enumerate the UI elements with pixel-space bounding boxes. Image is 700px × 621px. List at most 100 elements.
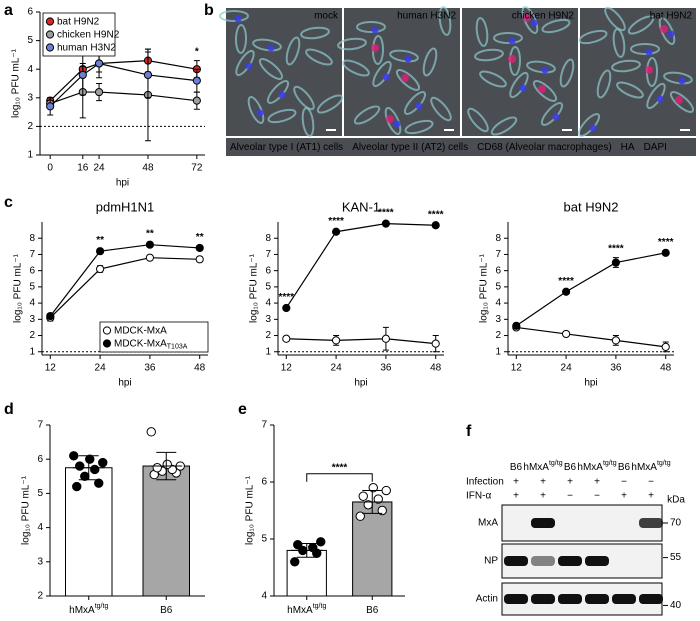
y-axis-label: log₁₀ PFU mL⁻¹ (249, 253, 260, 323)
micrograph-tile (580, 8, 696, 136)
lane-label-main: B6 (564, 462, 577, 473)
x-tick-label: hMxAtg/tg (287, 603, 326, 615)
y-tick-label: 5 (27, 35, 33, 46)
tissue (526, 60, 556, 74)
tissue (490, 116, 518, 136)
marker (96, 264, 105, 274)
point (152, 463, 162, 473)
y-axis-label: log₁₀ PFU mL⁻¹ (11, 48, 22, 118)
x-axis-label: hpi (118, 378, 131, 389)
tissue (559, 58, 575, 88)
x-tick-label: 0 (47, 163, 53, 174)
panel-label: a (4, 2, 13, 19)
infected-cell (538, 85, 546, 93)
y-tick-label: 3 (495, 314, 501, 325)
y-tick-label: 4 (27, 64, 33, 75)
legend-label-main: bat H9N2 (57, 16, 100, 27)
x-tick-label-main: B6 (160, 605, 173, 616)
marker (562, 287, 571, 296)
marker (145, 253, 154, 262)
legend-label: bat H9N2 (57, 16, 100, 27)
marker (562, 329, 571, 339)
tissue (430, 96, 452, 122)
y-tick-label: 6 (495, 265, 501, 276)
y-tick-label: 2 (27, 121, 33, 132)
y-axis-label: log₁₀ PFU mL⁻¹ (13, 253, 24, 323)
significance: **** (608, 243, 624, 254)
y-tick-label: 5 (495, 282, 501, 293)
point (368, 483, 378, 493)
y-tick-label: 1 (265, 346, 271, 357)
nucleus (645, 48, 653, 56)
y-tick-label: 6 (29, 265, 35, 276)
x-tick-label: 24 (95, 363, 107, 374)
nucleus (678, 77, 686, 85)
error-bar (150, 451, 183, 481)
x-tick-label: 36 (144, 363, 156, 374)
y-tick-label: 4 (495, 298, 501, 309)
significance: * (195, 46, 199, 57)
panel-label: e (238, 401, 247, 418)
y-tick-label: 7 (265, 249, 271, 260)
tissue (596, 69, 612, 99)
marker (143, 70, 153, 80)
lane-label-main: B6 (618, 462, 631, 473)
condition-sign: + (594, 477, 600, 488)
tissue (630, 43, 660, 55)
marker (46, 102, 55, 111)
x-tick-label: 24 (331, 363, 343, 374)
tissue (305, 48, 333, 66)
infected-cell (645, 66, 653, 74)
y-tick-label: 7 (37, 420, 43, 431)
condition-sign: − (594, 491, 600, 502)
y-tick-label: 2 (495, 330, 501, 341)
lane-label-main: B6 (510, 462, 523, 473)
point (316, 537, 326, 547)
significance: ** (96, 235, 104, 246)
y-tick-label: 7 (261, 420, 267, 431)
nucleus (267, 44, 275, 52)
series-line (49, 244, 200, 317)
y-tick-label: 7 (495, 249, 501, 260)
nucleus (656, 95, 664, 103)
condition-label: IFN-α (466, 491, 491, 502)
legend-label: MDCK-MxAT103A (114, 338, 188, 351)
tissue (389, 49, 419, 63)
lane-label-superscript: tg/tg (549, 460, 563, 467)
lane-label-superscript: tg/tg (603, 460, 617, 467)
protein-label: MxA (478, 518, 498, 529)
series-line (49, 60, 197, 102)
lane-label: hMxAtg/tg (523, 460, 562, 472)
legend-marker (102, 326, 112, 335)
marker (512, 321, 521, 330)
tissue (356, 21, 386, 33)
x-tick-label: 48 (142, 163, 154, 174)
nucleus (552, 113, 560, 121)
tissue (616, 81, 644, 99)
tissue (422, 47, 438, 77)
tissue (521, 6, 539, 34)
infected-cell (508, 55, 516, 63)
x-tick-label: 16 (77, 163, 89, 174)
y-tick-label: 2 (265, 330, 271, 341)
panel-label: f (466, 423, 472, 440)
x-tick-label: 36 (380, 363, 392, 374)
band (639, 518, 663, 528)
condition-label: Infection (466, 477, 504, 488)
tissue (493, 32, 523, 44)
y-axis-label: log₁₀ PFU mL⁻¹ (245, 475, 256, 545)
marker (431, 221, 440, 230)
y-tick-label: 1 (29, 346, 35, 357)
tissue (395, 69, 421, 91)
tissue (532, 80, 558, 102)
significance: **** (428, 209, 444, 220)
y-tick-label: 1 (495, 346, 501, 357)
point (293, 540, 303, 550)
point (146, 427, 156, 437)
x-tick-label-superscript: tg/tg (313, 603, 327, 610)
significance: **** (558, 276, 574, 287)
chart-title: KAN-1 (342, 199, 380, 214)
series-line (285, 223, 436, 309)
series-line (516, 326, 666, 348)
condition-sign: + (540, 491, 546, 502)
